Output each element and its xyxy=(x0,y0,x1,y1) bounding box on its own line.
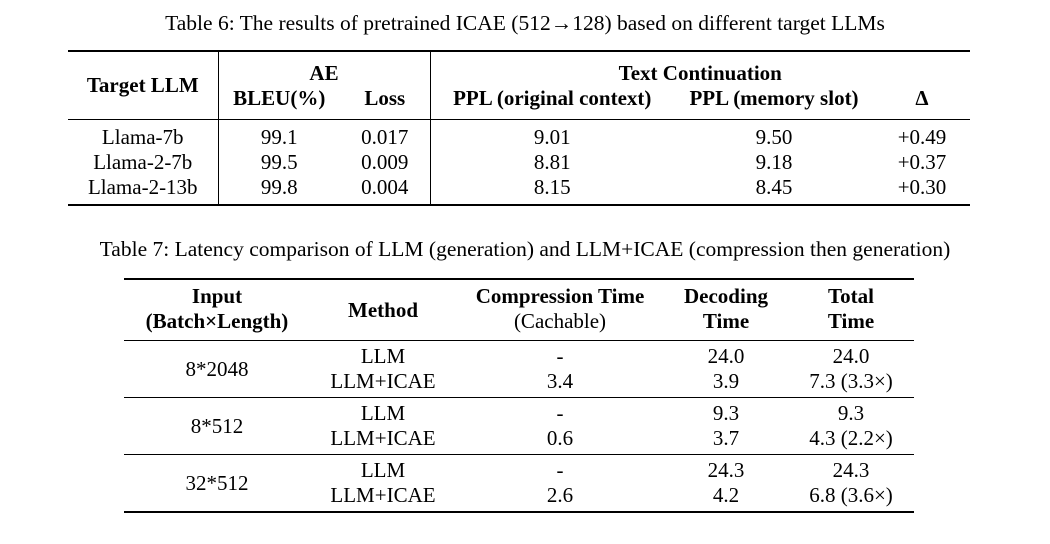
bleu-cell: 99.8 xyxy=(260,175,298,199)
delta-cell: +0.30 xyxy=(897,175,947,199)
delta-cell: +0.37 xyxy=(897,150,947,174)
input-cell: 8*2048 xyxy=(124,341,310,398)
header-ppl-memory: PPL (memory slot) xyxy=(689,86,859,110)
compression-cell: - 0.6 xyxy=(456,398,664,455)
total-value: 4.3 (2.2×) xyxy=(809,426,893,450)
decoding-cell: 24.0 3.9 xyxy=(664,341,788,398)
ppl-memory-cell: 8.45 xyxy=(755,175,793,199)
header-loss: Loss xyxy=(340,86,431,120)
decoding-value: 3.7 xyxy=(712,426,740,450)
ppl-original-cell: 8.15 xyxy=(533,175,571,199)
compression-value: - xyxy=(556,401,564,425)
compression-cell: - 3.4 xyxy=(456,341,664,398)
total-cell: 9.3 4.3 (2.2×) xyxy=(788,398,914,455)
table-row: 8*512 LLM LLM+ICAE - 0.6 9.3 3.7 9.3 4.3… xyxy=(124,397,914,455)
ppl-original-cell: 8.81 xyxy=(533,150,571,174)
header-delta: Δ xyxy=(915,86,929,110)
compression-value: 0.6 xyxy=(546,426,574,450)
table-row: Llama-2-7b 99.5 0.009 8.81 9.18 +0.37 xyxy=(68,150,970,175)
header-ae-group: AE xyxy=(218,51,431,86)
total-value: 24.0 xyxy=(832,344,870,368)
header-decoding-line1: Decoding xyxy=(684,284,768,308)
method-value: LLM xyxy=(360,344,406,368)
input-cell: 32*512 xyxy=(124,455,310,513)
header-total-time: Total Time xyxy=(788,279,914,341)
decoding-value: 24.0 xyxy=(707,344,745,368)
model-cell: Llama-7b xyxy=(68,119,219,150)
method-value: LLM xyxy=(360,401,406,425)
method-value: LLM xyxy=(360,458,406,482)
delta-cell: +0.49 xyxy=(897,125,947,149)
table-row: 32*512 LLM LLM+ICAE - 2.6 24.3 4.2 24.3 … xyxy=(124,454,914,513)
decoding-value: 3.9 xyxy=(712,369,740,393)
compression-value: - xyxy=(556,458,564,482)
compression-cell: - 2.6 xyxy=(456,455,664,513)
input-value: 32*512 xyxy=(185,470,249,495)
header-text-continuation-group: Text Continuation xyxy=(618,61,782,85)
method-cell: LLM LLM+ICAE xyxy=(310,455,456,513)
bleu-cell: 99.1 xyxy=(260,125,298,149)
header-target-llm: Target LLM xyxy=(68,51,219,120)
header-method: Method xyxy=(348,297,418,322)
total-value: 6.8 (3.6×) xyxy=(809,483,893,507)
decoding-value: 24.3 xyxy=(707,458,745,482)
loss-cell: 0.017 xyxy=(340,119,431,150)
header-compression-line2: (Cachable) xyxy=(513,309,607,333)
model-cell: Llama-2-7b xyxy=(68,150,219,175)
table7: Input (Batch×Length) Method Compression … xyxy=(124,278,914,513)
input-cell: 8*512 xyxy=(124,398,310,455)
method-cell: LLM LLM+ICAE xyxy=(310,341,456,398)
header-compression-line1: Compression Time xyxy=(475,284,645,308)
header-decoding-time: Decoding Time xyxy=(664,279,788,341)
header-compression-time: Compression Time (Cachable) xyxy=(456,279,664,341)
method-value: LLM+ICAE xyxy=(330,483,436,507)
ppl-memory-cell: 9.50 xyxy=(755,125,793,149)
ppl-original-cell: 9.01 xyxy=(533,125,571,149)
loss-cell: 0.009 xyxy=(340,150,431,175)
compression-value: 3.4 xyxy=(546,369,574,393)
model-cell: Llama-2-13b xyxy=(68,175,219,205)
header-total-line2: Time xyxy=(827,309,875,333)
total-value: 7.3 (3.3×) xyxy=(809,369,893,393)
bleu-cell: 99.5 xyxy=(260,150,298,174)
decoding-value: 4.2 xyxy=(712,483,740,507)
compression-value: 2.6 xyxy=(546,483,574,507)
total-cell: 24.0 7.3 (3.3×) xyxy=(788,341,914,398)
header-bleu: BLEU(%) xyxy=(233,86,326,110)
header-input: Input (Batch×Length) xyxy=(124,279,310,341)
header-ppl-original: PPL (original context) xyxy=(453,86,652,110)
header-input-line2: (Batch×Length) xyxy=(145,309,289,333)
table-row: 8*2048 LLM LLM+ICAE - 3.4 24.0 3.9 24.0 … xyxy=(124,340,914,398)
header-row: Input (Batch×Length) Method Compression … xyxy=(124,279,914,341)
header-total-line1: Total xyxy=(828,284,874,308)
loss-cell: 0.004 xyxy=(340,175,431,205)
table6: Target LLM AE Text Continuation BLEU(%) … xyxy=(68,50,970,206)
total-value: 24.3 xyxy=(832,458,870,482)
decoding-cell: 24.3 4.2 xyxy=(664,455,788,513)
ppl-memory-cell: 9.18 xyxy=(755,150,793,174)
decoding-value: 9.3 xyxy=(712,401,740,425)
decoding-cell: 9.3 3.7 xyxy=(664,398,788,455)
method-value: LLM+ICAE xyxy=(330,369,436,393)
header-decoding-line2: Time xyxy=(702,309,750,333)
method-cell: LLM LLM+ICAE xyxy=(310,398,456,455)
input-value: 8*512 xyxy=(190,413,244,438)
method-value: LLM+ICAE xyxy=(330,426,436,450)
input-value: 8*2048 xyxy=(185,356,249,381)
compression-value: - xyxy=(556,344,564,368)
table7-caption: Table 7: Latency comparison of LLM (gene… xyxy=(99,237,951,261)
table-row: Llama-7b 99.1 0.017 9.01 9.50 +0.49 xyxy=(68,119,970,150)
total-cell: 24.3 6.8 (3.6×) xyxy=(788,455,914,513)
table6-caption: Table 6: The results of pretrained ICAE … xyxy=(165,11,885,35)
total-value: 9.3 xyxy=(837,401,865,425)
header-input-line1: Input xyxy=(191,284,243,308)
table-row: Llama-2-13b 99.8 0.004 8.15 8.45 +0.30 xyxy=(68,175,970,205)
